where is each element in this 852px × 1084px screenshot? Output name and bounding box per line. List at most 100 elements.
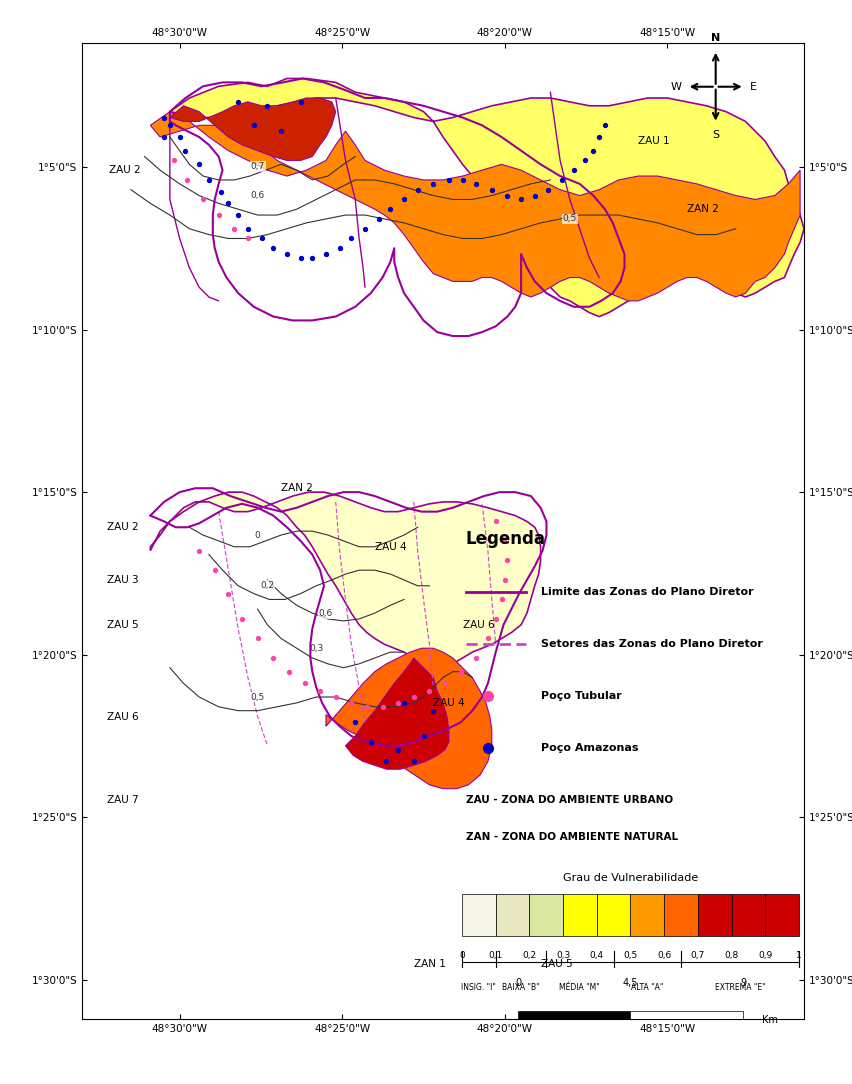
Point bbox=[586, 142, 600, 159]
Point bbox=[179, 142, 193, 159]
Text: W: W bbox=[671, 81, 682, 92]
Point bbox=[391, 741, 405, 759]
Text: 0,3: 0,3 bbox=[309, 644, 324, 653]
Text: ZAU 1: ZAU 1 bbox=[638, 136, 670, 146]
Text: 9: 9 bbox=[740, 978, 746, 988]
Text: ZAU 6: ZAU 6 bbox=[107, 711, 139, 722]
Point bbox=[427, 702, 440, 720]
Text: ZAN - ZONA DO AMBIENTE NATURAL: ZAN - ZONA DO AMBIENTE NATURAL bbox=[465, 831, 677, 842]
Point bbox=[427, 176, 440, 193]
Text: Limite das Zonas do Plano Diretor: Limite das Zonas do Plano Diretor bbox=[540, 588, 753, 597]
Text: ZAU 3: ZAU 3 bbox=[107, 575, 139, 585]
Point bbox=[501, 186, 515, 204]
Point bbox=[163, 117, 176, 134]
Text: ZAU 7: ZAU 7 bbox=[107, 796, 139, 805]
Point bbox=[497, 532, 510, 550]
Text: Poço Tubular: Poço Tubular bbox=[540, 692, 621, 701]
Point bbox=[456, 171, 469, 189]
Point bbox=[222, 195, 235, 212]
Point bbox=[598, 117, 612, 134]
Point bbox=[556, 171, 569, 189]
Point bbox=[454, 663, 468, 681]
Text: 0,3: 0,3 bbox=[556, 952, 570, 960]
Point bbox=[358, 220, 371, 237]
Point bbox=[320, 245, 333, 262]
Point bbox=[348, 713, 362, 731]
Text: 0,5: 0,5 bbox=[250, 693, 265, 701]
Text: 0,1: 0,1 bbox=[488, 952, 503, 960]
Point bbox=[232, 93, 245, 111]
Text: 0: 0 bbox=[515, 978, 521, 988]
Point bbox=[158, 128, 171, 145]
Point bbox=[306, 249, 320, 267]
Point bbox=[208, 562, 222, 579]
Text: 0: 0 bbox=[459, 952, 464, 960]
Text: ZAU 2: ZAU 2 bbox=[109, 165, 141, 176]
Text: 0,7: 0,7 bbox=[691, 952, 705, 960]
Text: 0,6: 0,6 bbox=[319, 608, 333, 618]
Point bbox=[158, 108, 171, 126]
Text: 0,2: 0,2 bbox=[522, 952, 536, 960]
Text: 0,7: 0,7 bbox=[250, 162, 265, 171]
Text: ZAN 2: ZAN 2 bbox=[687, 204, 719, 215]
Point bbox=[297, 674, 311, 692]
Polygon shape bbox=[170, 78, 804, 317]
Point bbox=[167, 152, 181, 169]
Polygon shape bbox=[326, 648, 492, 789]
Point bbox=[495, 591, 509, 608]
Point bbox=[181, 171, 194, 189]
Text: 1: 1 bbox=[797, 952, 802, 960]
Point bbox=[282, 663, 296, 681]
Point bbox=[250, 630, 264, 647]
Point bbox=[371, 210, 385, 228]
Point bbox=[344, 230, 358, 247]
Polygon shape bbox=[170, 98, 336, 160]
Text: Km: Km bbox=[762, 1016, 778, 1025]
Text: EXTREMA "E": EXTREMA "E" bbox=[715, 983, 765, 992]
Bar bbox=[630, 894, 665, 935]
Point bbox=[202, 171, 216, 189]
Point bbox=[241, 220, 255, 237]
Point bbox=[227, 220, 241, 237]
Point bbox=[314, 683, 327, 700]
Bar bbox=[529, 894, 563, 935]
Point bbox=[376, 698, 389, 715]
Point bbox=[423, 683, 436, 700]
Point bbox=[329, 688, 343, 706]
Point bbox=[397, 191, 411, 208]
Text: ZAN 2: ZAN 2 bbox=[281, 483, 313, 493]
Polygon shape bbox=[150, 492, 541, 668]
Text: ZAU 6: ZAU 6 bbox=[463, 620, 494, 630]
Point bbox=[241, 230, 255, 247]
Bar bbox=[462, 894, 496, 935]
Text: Poço Amazonas: Poço Amazonas bbox=[540, 744, 638, 753]
Point bbox=[501, 552, 515, 569]
Point bbox=[360, 698, 374, 715]
Text: ZAU 5: ZAU 5 bbox=[107, 620, 139, 630]
Point bbox=[438, 674, 452, 692]
Point bbox=[333, 240, 347, 257]
Text: ZAU 4: ZAU 4 bbox=[375, 542, 406, 552]
Point bbox=[212, 206, 226, 223]
Text: 0,6: 0,6 bbox=[250, 191, 265, 201]
Text: 0,6: 0,6 bbox=[657, 952, 671, 960]
Text: ZAU 4: ZAU 4 bbox=[434, 698, 465, 708]
Bar bbox=[518, 1011, 630, 1030]
Point bbox=[196, 191, 210, 208]
Text: 0,5: 0,5 bbox=[562, 215, 577, 223]
Point bbox=[267, 240, 280, 257]
Text: 0,5: 0,5 bbox=[624, 952, 637, 960]
Text: E: E bbox=[750, 81, 757, 92]
Point bbox=[267, 649, 280, 667]
Text: MÉDIA "M": MÉDIA "M" bbox=[560, 983, 601, 992]
Point bbox=[247, 117, 261, 134]
Point bbox=[489, 610, 503, 628]
Bar bbox=[630, 1011, 743, 1030]
Point bbox=[222, 585, 235, 603]
Point bbox=[280, 245, 294, 262]
Point bbox=[274, 122, 288, 140]
Text: ZAU 2: ZAU 2 bbox=[107, 522, 139, 532]
Point bbox=[485, 181, 498, 198]
Point bbox=[173, 128, 187, 145]
Point bbox=[383, 201, 397, 218]
